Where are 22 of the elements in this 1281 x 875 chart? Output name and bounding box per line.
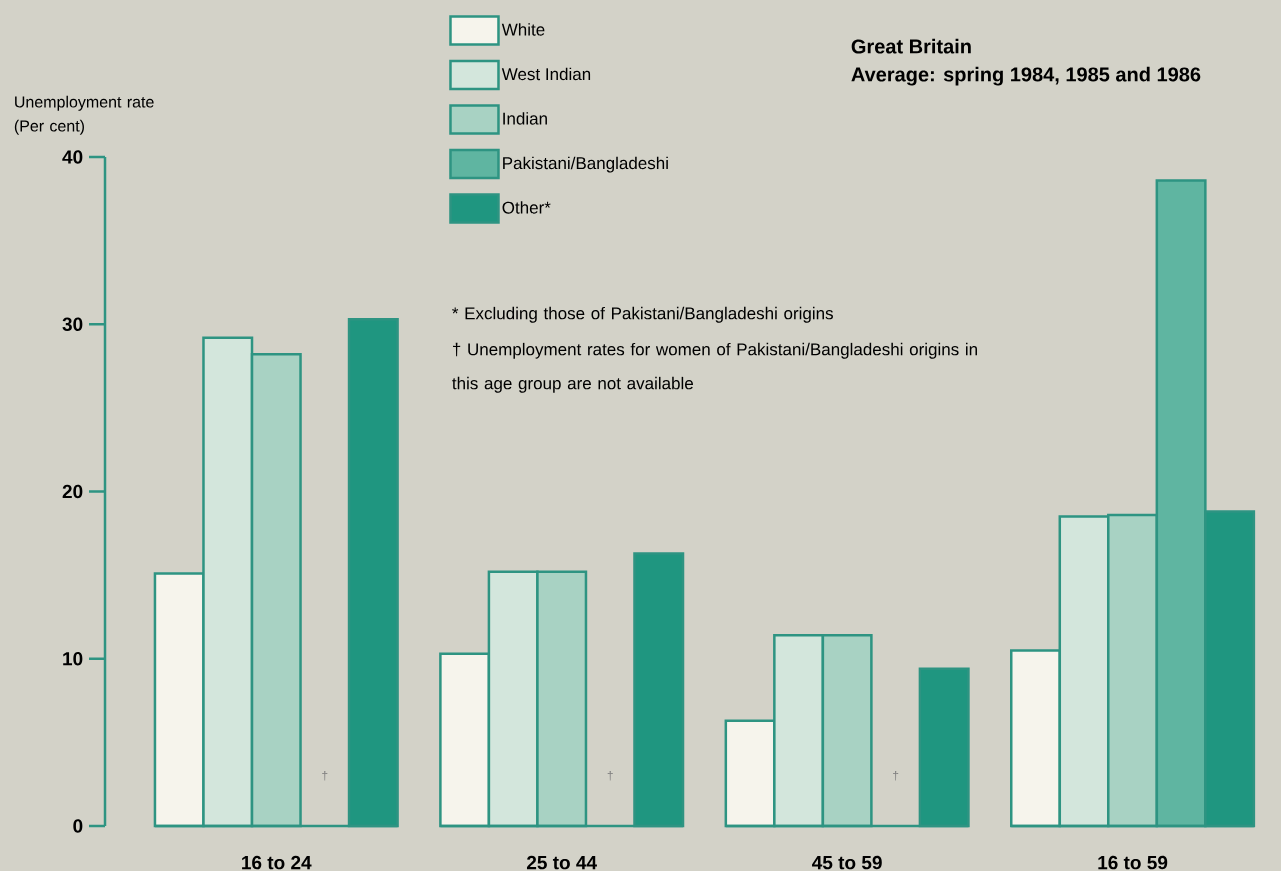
annotation: † (893, 771, 899, 781)
x-tick-label: 45 to 59 (812, 855, 882, 870)
legend-label: Pakistani/Bangladeshi (503, 156, 668, 173)
chart-subtitle: Average: spring 1984, 1985 and 1986 (851, 66, 1201, 86)
legend-label: Indian (503, 112, 547, 125)
legend-label: West Indian (501, 67, 591, 81)
x-tick-label: 16 to 59 (1098, 855, 1168, 870)
annotation: * Excluding those of Pakistani/Bangladeshi origins (452, 306, 833, 323)
legend-label: Other* (502, 201, 551, 214)
y-axis-title: Unemployment rate (Per cent) (14, 95, 154, 135)
y-tick-label: 10 (63, 652, 83, 666)
y-tick-label: 40 (62, 150, 83, 164)
annotation: † (322, 771, 328, 781)
y-tick-label: 0 (73, 819, 83, 833)
annotation: † Unemployment rates for women of Pakistani/Bangladeshi origins in this age group are not available (452, 342, 977, 393)
x-tick-label: 16 to 24 (242, 855, 312, 870)
y-tick-label: 30 (62, 317, 83, 331)
y-tick-label: 20 (62, 484, 83, 499)
legend-label: White (501, 23, 545, 36)
annotation: † (607, 771, 613, 781)
x-tick-label: 25 to 44 (526, 855, 597, 870)
chart-title: Great Britain (851, 38, 971, 54)
